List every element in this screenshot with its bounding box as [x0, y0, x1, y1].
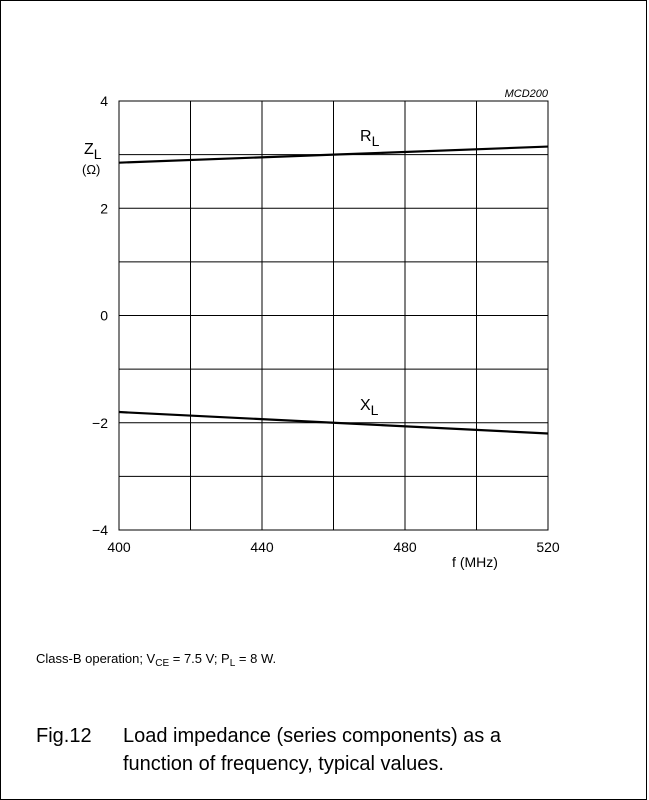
plot-area-border — [118, 100, 549, 531]
x-tick-label: 480 — [393, 539, 417, 555]
plot-border-rect — [118, 100, 549, 531]
figure-number: Fig.12 — [36, 725, 92, 747]
x-tick-label: 440 — [250, 539, 274, 555]
y-tick-labels: 4 2 0 −2 −4 — [92, 93, 108, 538]
y-tick-label: 4 — [100, 93, 108, 109]
operating-conditions-note: Class-B operation; VCE = 7.5 V; PL = 8 W… — [36, 651, 277, 669]
y-tick-label: 0 — [100, 308, 108, 324]
y-axis-label: ZL — [84, 141, 102, 162]
impedance-chart: 4 2 0 −2 −4 400 440 480 520 MCD200 ZL (Ω) f (MH… — [82, 88, 560, 570]
y-tick-label: −2 — [92, 415, 108, 431]
y-tick-label: 2 — [100, 200, 108, 216]
y-axis-unit: (Ω) — [82, 162, 100, 177]
caption-line-1: Load impedance (series components) as a — [123, 725, 501, 747]
x-tick-labels: 400 440 480 520 — [107, 539, 560, 555]
series-line-xl — [118, 410, 549, 435]
y-tick-label: −4 — [92, 522, 108, 538]
x-tick-label: 400 — [107, 539, 131, 555]
figure-caption: Fig.12 Load impedance (series components)… — [36, 722, 501, 778]
figure-code: MCD200 — [505, 88, 549, 100]
x-axis-label: f (MHz) — [452, 554, 498, 570]
x-tick-label: 520 — [536, 539, 560, 555]
chart-series — [118, 145, 549, 435]
caption-line-2: function of frequency, typical values. — [123, 753, 444, 775]
chart-grid — [119, 101, 548, 530]
series-line-rl — [118, 145, 549, 164]
series-label-rl: RL — [360, 128, 380, 149]
series-label-xl: XL — [360, 397, 379, 418]
